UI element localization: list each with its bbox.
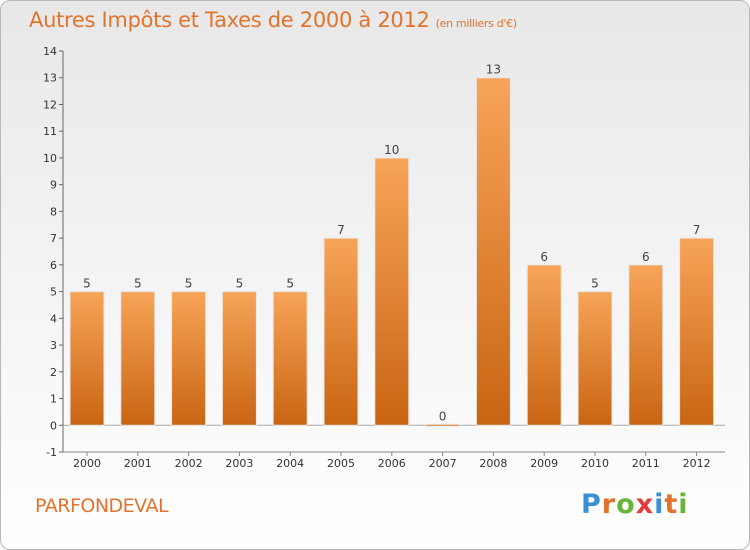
x-tick-label-2011: 2011 [632, 457, 660, 470]
x-tick-label-2004: 2004 [276, 457, 304, 470]
y-tick-label: 2 [50, 366, 57, 379]
y-tick-label: 14 [43, 45, 57, 58]
chart-title: Autres Impôts et Taxes de 2000 à 2012 (en… [29, 8, 517, 32]
logo-letter: i [654, 489, 665, 520]
bar-2009 [526, 264, 562, 426]
chart-title-text: Autres Impôts et Taxes de 2000 à 2012 [29, 8, 430, 32]
data-label-2003: 5 [236, 277, 244, 291]
data-label-2010: 5 [591, 277, 599, 291]
y-tick-label: 6 [50, 259, 57, 272]
y-tick-label: -1 [46, 446, 57, 459]
x-tick-label-2010: 2010 [581, 457, 609, 470]
chart-subtitle: (en milliers d'€) [435, 17, 517, 30]
logo-letter: o [616, 489, 636, 520]
data-label-2000: 5 [83, 277, 91, 291]
logo-letter: P [581, 489, 602, 520]
y-tick-label: 0 [50, 419, 57, 432]
x-tick-label-2003: 2003 [225, 457, 253, 470]
data-label-2008: 13 [486, 63, 501, 77]
data-label-2007: 0 [439, 409, 447, 423]
bar-2008 [475, 77, 511, 426]
x-tick-label-2012: 2012 [683, 457, 711, 470]
bar-2005 [323, 237, 359, 426]
logo-letter: i [678, 489, 689, 520]
bar-2004 [272, 291, 308, 426]
y-tick-label: 7 [50, 232, 57, 245]
bar-2010 [577, 291, 613, 426]
logo-letter: r [601, 489, 617, 520]
logo-letter: t [664, 489, 679, 520]
logo-letter: x [635, 489, 655, 520]
data-label-2005: 7 [337, 223, 345, 237]
proxiti-logo: Proxiti [581, 489, 689, 520]
x-tick-label-2000: 2000 [73, 457, 101, 470]
y-tick-label: 3 [50, 339, 57, 352]
data-label-2009: 6 [540, 250, 548, 264]
bar-2003 [221, 291, 257, 426]
data-label-2002: 5 [185, 277, 193, 291]
data-label-2004: 5 [286, 277, 294, 291]
y-tick-label: 13 [43, 72, 57, 85]
y-tick-label: 8 [50, 205, 57, 218]
y-tick-label: 4 [50, 312, 57, 325]
bar-2007 [425, 423, 461, 427]
y-tick-label: 12 [43, 98, 57, 111]
bar-2000 [69, 291, 105, 426]
x-tick-label-2008: 2008 [479, 457, 507, 470]
x-tick-label-2005: 2005 [327, 457, 355, 470]
bar-2001 [120, 291, 156, 426]
data-label-2011: 6 [642, 250, 650, 264]
x-tick-label-2007: 2007 [429, 457, 457, 470]
x-tick-label-2006: 2006 [378, 457, 406, 470]
data-label-2006: 10 [384, 143, 399, 157]
y-tick-label: 1 [50, 393, 57, 406]
data-label-2001: 5 [134, 277, 142, 291]
y-tick-label: 11 [43, 125, 57, 138]
x-tick-label-2001: 2001 [124, 457, 152, 470]
bar-2011 [628, 264, 664, 426]
x-tick-label-2009: 2009 [530, 457, 558, 470]
y-tick-label: 9 [50, 179, 57, 192]
bar-2006 [374, 157, 410, 426]
town-name: PARFONDEVAL [35, 495, 169, 517]
data-label-2012: 7 [693, 223, 701, 237]
y-tick-label: 5 [50, 286, 57, 299]
bar-2012 [679, 237, 715, 426]
x-tick-label-2002: 2002 [175, 457, 203, 470]
y-tick-label: 10 [43, 152, 57, 165]
bar-2002 [171, 291, 207, 426]
